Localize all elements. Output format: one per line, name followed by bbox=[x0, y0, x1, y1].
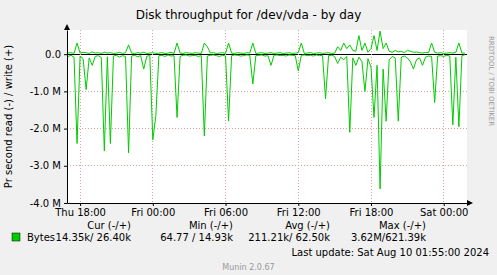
legend-label: Bytes bbox=[27, 232, 55, 243]
x-tick-label: Fri 00:00 bbox=[131, 207, 175, 218]
y-grid-line bbox=[67, 54, 467, 55]
x-axis-line bbox=[68, 203, 468, 204]
x-tick-mark bbox=[80, 203, 81, 206]
x-tick-mark bbox=[226, 203, 227, 206]
x-tick: Fri 00:00 bbox=[131, 203, 175, 218]
x-tick-mark bbox=[444, 203, 445, 206]
series-group bbox=[68, 31, 465, 189]
axis-arrow bbox=[64, 24, 70, 30]
stats-value: 14.35k/ 26.40k bbox=[56, 232, 132, 243]
series-line bbox=[68, 31, 465, 53]
y-tick-mark bbox=[64, 54, 67, 55]
y-tick-mark bbox=[64, 91, 67, 92]
y-axis: 0.0 -1.0 M -2.0 M -3.0 M -4.0 M bbox=[30, 31, 68, 209]
x-grid-line bbox=[298, 30, 299, 203]
x-tick-label: Fri 18:00 bbox=[350, 207, 394, 218]
x-tick: Fri 12:00 bbox=[277, 203, 321, 218]
y-tick-label: -1.0 M bbox=[30, 86, 61, 97]
stats-header: Avg (-/+) bbox=[285, 220, 330, 231]
stats-value: 211.21k/ 62.50k bbox=[248, 232, 330, 243]
y-tick: 0.0 bbox=[45, 49, 67, 60]
stats-header: Max (-/+) bbox=[379, 220, 426, 231]
x-tick: Sat 00:00 bbox=[420, 203, 468, 218]
stats-header: Cur (-/+) bbox=[87, 220, 131, 231]
stats-value: 3.62M/621.39k bbox=[351, 232, 426, 243]
chart-container: Thu 18:00 Fri 00:00 Fri 06:00 Fri 12:00 Fri … bbox=[0, 0, 497, 275]
y-tick-label: -2.0 M bbox=[30, 123, 61, 134]
x-tick: Fri 06:00 bbox=[204, 203, 248, 218]
x-tick-mark bbox=[153, 203, 154, 206]
stats-header: Min (-/+) bbox=[189, 220, 233, 231]
y-axis-title: Pr second read (-) / write (+) bbox=[3, 45, 14, 188]
x-tick: Thu 18:00 bbox=[54, 203, 106, 218]
y-tick-mark bbox=[64, 203, 67, 204]
plot-area bbox=[67, 30, 467, 203]
footer: Munin 2.0.67 bbox=[222, 263, 274, 272]
y-tick: -3.0 M bbox=[30, 160, 67, 171]
x-tick-mark bbox=[371, 203, 372, 206]
y-axis-line bbox=[67, 31, 68, 204]
y-tick: -1.0 M bbox=[30, 86, 67, 97]
y-grid-line bbox=[67, 165, 467, 166]
y-tick-label: 0.0 bbox=[45, 49, 61, 60]
x-tick-label: Fri 06:00 bbox=[204, 207, 248, 218]
last-update: Last update: Sat Aug 10 01:55:00 2024 bbox=[291, 247, 489, 258]
x-tick-label: Fri 12:00 bbox=[277, 207, 321, 218]
legend: Cur (-/+) Min (-/+) Avg (-/+) Max (-/+) Byte… bbox=[12, 220, 426, 243]
axis-arrow bbox=[467, 200, 473, 206]
grid bbox=[67, 30, 467, 203]
series-line bbox=[68, 55, 465, 189]
x-grid-line bbox=[371, 30, 372, 203]
x-axis: Thu 18:00 Fri 00:00 Fri 06:00 Fri 12:00 Fri … bbox=[54, 203, 468, 218]
y-grid-line bbox=[67, 128, 467, 129]
background bbox=[0, 0, 497, 275]
x-tick-label: Thu 18:00 bbox=[54, 207, 106, 218]
y-tick: -4.0 M bbox=[30, 198, 67, 209]
y-tick-mark bbox=[64, 166, 67, 167]
y-tick-label: -4.0 M bbox=[30, 198, 61, 209]
stats-value: 64.77 / 14.93k bbox=[160, 232, 233, 243]
legend-swatch bbox=[12, 233, 20, 241]
chart-title: Disk throughput for /dev/vda - by day bbox=[136, 8, 362, 22]
watermark: RRDTOOL / TOBI OETIKER bbox=[487, 36, 495, 126]
x-tick-mark bbox=[298, 203, 299, 206]
x-tick-label: Sat 00:00 bbox=[420, 207, 468, 218]
chart-svg: Thu 18:00 Fri 00:00 Fri 06:00 Fri 12:00 Fri … bbox=[0, 0, 497, 275]
y-tick-label: -3.0 M bbox=[30, 160, 61, 171]
x-tick: Fri 18:00 bbox=[350, 203, 394, 218]
y-tick: -2.0 M bbox=[30, 123, 67, 134]
y-grid-line bbox=[67, 203, 467, 204]
y-tick-mark bbox=[64, 129, 67, 130]
